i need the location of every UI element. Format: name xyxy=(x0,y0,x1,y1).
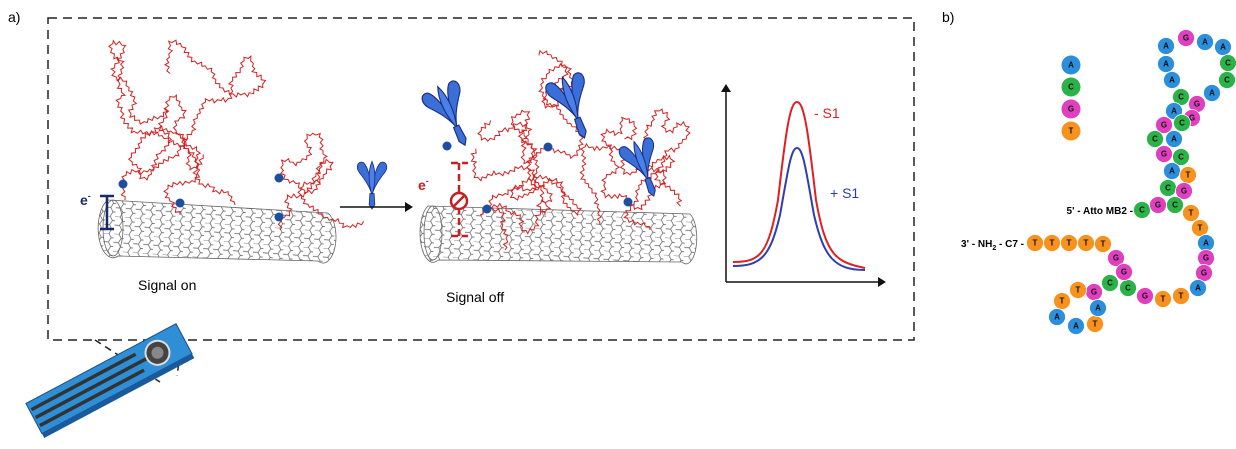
nucleotide-letter: C xyxy=(1152,135,1158,144)
nucleotide-letter: A xyxy=(1169,167,1175,176)
nucleotide-letter: T xyxy=(1060,297,1065,306)
nucleotide-letter: C xyxy=(1178,93,1184,102)
nucleotide-letter: G xyxy=(1113,254,1119,263)
three-prime-label: 3' - NH2 - C7 - xyxy=(961,239,1024,252)
nucleotide-letter: T xyxy=(1093,320,1098,329)
nucleotide-letter: T xyxy=(1084,239,1089,248)
nucleotide-letter: C xyxy=(1107,279,1113,288)
nucleotide-letter: G xyxy=(1181,187,1187,196)
nucleotide-letter: A xyxy=(1209,89,1215,98)
legend-letter: C xyxy=(1068,83,1074,92)
electrode xyxy=(26,324,194,438)
nucleotide-letter: C xyxy=(1179,119,1185,128)
legend-letter: A xyxy=(1068,61,1074,70)
nucleotide-letter: G xyxy=(1161,150,1167,159)
panel-label: b) xyxy=(942,9,954,25)
nucleotide-letter: T xyxy=(1050,239,1055,248)
axis-arrow xyxy=(878,277,886,287)
antibody xyxy=(420,78,483,153)
nucleotide-letter: G xyxy=(1203,254,1209,263)
nucleotide-letter: C xyxy=(1172,201,1178,210)
nucleotide-letter: A xyxy=(1171,107,1177,116)
nucleotide-letter: T xyxy=(1076,286,1081,295)
nucleotide-letter: A xyxy=(1054,313,1060,322)
nucleotide-letter: G xyxy=(1161,121,1167,130)
legend-letter: G xyxy=(1068,105,1074,114)
aptamer-chain xyxy=(580,117,666,225)
aptamer-chain xyxy=(129,95,204,215)
nucleotide-letter: T xyxy=(1198,224,1203,233)
nucleotide-letter: A xyxy=(1163,60,1169,69)
five-prime-label: 5' - Atto MB2 - xyxy=(1067,206,1133,217)
curve-label: + S1 xyxy=(830,185,859,201)
nucleotide-letter: A xyxy=(1203,239,1209,248)
nucleotide-letter: C xyxy=(1225,59,1231,68)
caption: Signal off xyxy=(446,289,504,305)
nucleotide-letter: G xyxy=(1142,292,1148,301)
axis-arrow xyxy=(721,84,731,92)
electron-label: e- xyxy=(418,176,429,193)
nucleotide-letter: A xyxy=(1220,43,1226,52)
nucleotide-letter: T xyxy=(1189,209,1194,218)
nucleotide-letter: C xyxy=(1125,284,1131,293)
nanotube xyxy=(98,200,336,263)
nucleotide-letter: G xyxy=(1155,201,1161,210)
nucleotide-letter: A xyxy=(1095,304,1101,313)
aptamer-chain xyxy=(165,40,265,205)
nucleotide-letter: A xyxy=(1169,76,1175,85)
arrow-head xyxy=(405,202,413,212)
legend-letter: T xyxy=(1069,127,1074,136)
nucleotide-letter: G xyxy=(1194,100,1200,109)
nucleotide-letter: G xyxy=(1091,288,1097,297)
nucleotide-letter: C xyxy=(1224,76,1230,85)
nucleotide-letter: C xyxy=(1139,206,1145,215)
electron-label: e- xyxy=(80,191,91,208)
nucleotide-letter: T xyxy=(1179,292,1184,301)
nucleotide-letter: G xyxy=(1183,34,1189,43)
antibody xyxy=(617,136,670,202)
nucleotide-letter: T xyxy=(1161,295,1166,304)
nucleotide-letter: T xyxy=(1186,171,1191,180)
nucleotide-letter: A xyxy=(1195,284,1201,293)
nucleotide-letter: C xyxy=(1178,153,1184,162)
nucleotide-letter: A xyxy=(1073,322,1079,331)
nucleotide-letter: C xyxy=(1165,184,1171,193)
nucleotide-letter: A xyxy=(1202,38,1208,47)
curve-plus xyxy=(733,148,865,270)
aptamer-chain xyxy=(109,41,187,200)
antibody xyxy=(357,161,386,209)
nucleotide-letter: A xyxy=(1163,42,1169,51)
caption: Signal on xyxy=(138,277,196,293)
nucleotide-letter: T xyxy=(1033,239,1038,248)
nucleotide-letter: G xyxy=(1121,268,1127,277)
legend: A C G T xyxy=(1062,56,1081,141)
curve-label: - S1 xyxy=(814,105,840,121)
nucleotide-letter: A xyxy=(1171,135,1177,144)
nucleotide-letter: G xyxy=(1201,269,1207,278)
nanotube xyxy=(420,206,697,264)
nucleotide-letter: T xyxy=(1101,240,1106,249)
nucleotide-letter: T xyxy=(1067,239,1072,248)
panel-label: a) xyxy=(8,9,20,25)
